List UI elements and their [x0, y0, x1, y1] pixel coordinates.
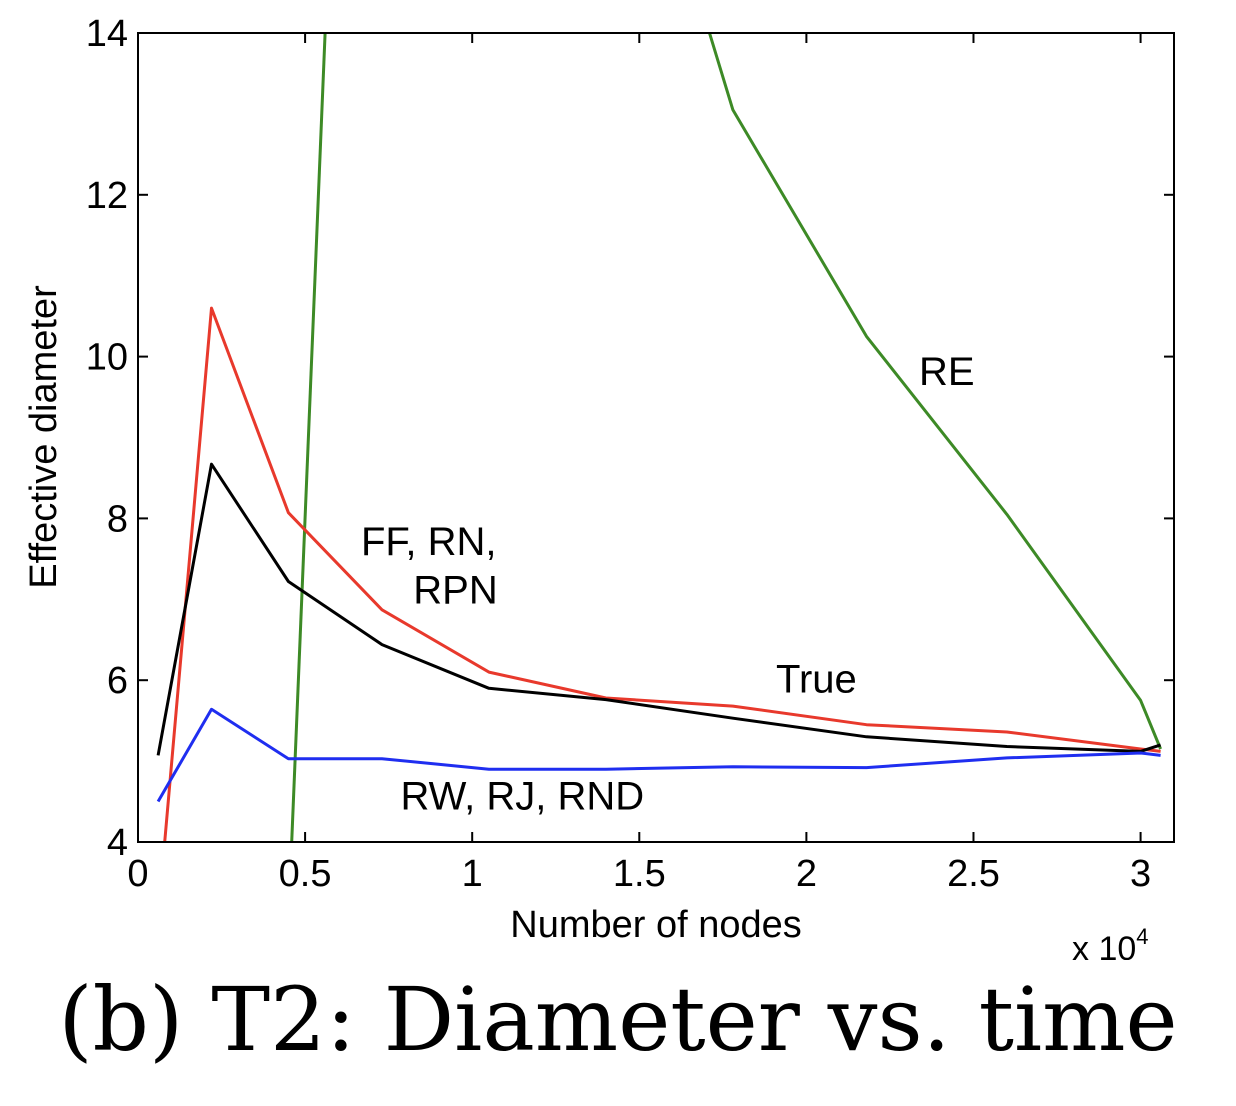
- series-layer: [156, 33, 1162, 842]
- x-tick-label: 3: [1130, 853, 1151, 895]
- series-annotation: RPN: [413, 568, 497, 612]
- series-line-green-re: [708, 33, 1162, 750]
- x-tick-label: 1: [462, 853, 483, 895]
- x-tick-label: 0.5: [279, 853, 332, 895]
- y-tick-label: 8: [107, 498, 128, 540]
- tick-layer: 0 0.5 1 1.5 2 2.5 3 4 6 8 10 12 14: [86, 13, 1174, 895]
- series-line-blue: [156, 707, 1161, 803]
- figure-caption: (b) T2: Diameter vs. time: [58, 968, 1178, 1071]
- y-axis-label: Effective diameter: [23, 285, 65, 589]
- x-multiplier-label: x 104: [1072, 924, 1149, 960]
- series-line-green-left: [290, 33, 327, 842]
- y-tick-label: 4: [107, 822, 128, 864]
- x-tick-label: 1.5: [613, 853, 666, 895]
- series-line-black: [156, 462, 1162, 756]
- y-tick-label: 12: [86, 175, 128, 217]
- x-tick-label: 0: [127, 853, 148, 895]
- x-axis-label: Number of nodes: [510, 904, 802, 946]
- y-tick-label: 10: [86, 337, 128, 379]
- series-annotation: True: [776, 657, 857, 701]
- x-tick-label: 2: [796, 853, 817, 895]
- y-tick-label: 14: [86, 13, 128, 55]
- series-line-red: [163, 306, 1161, 842]
- series-annotation: RW, RJ, RND: [400, 775, 644, 819]
- plot-frame: [137, 32, 1175, 843]
- series-annotation: RE: [919, 350, 975, 394]
- annotation-layer: RE FF, RN,RPN True RW, RJ, RND: [361, 350, 975, 819]
- y-tick-label: 6: [107, 660, 128, 702]
- x-tick-label: 2.5: [947, 853, 1000, 895]
- series-annotation: FF, RN,: [361, 520, 497, 564]
